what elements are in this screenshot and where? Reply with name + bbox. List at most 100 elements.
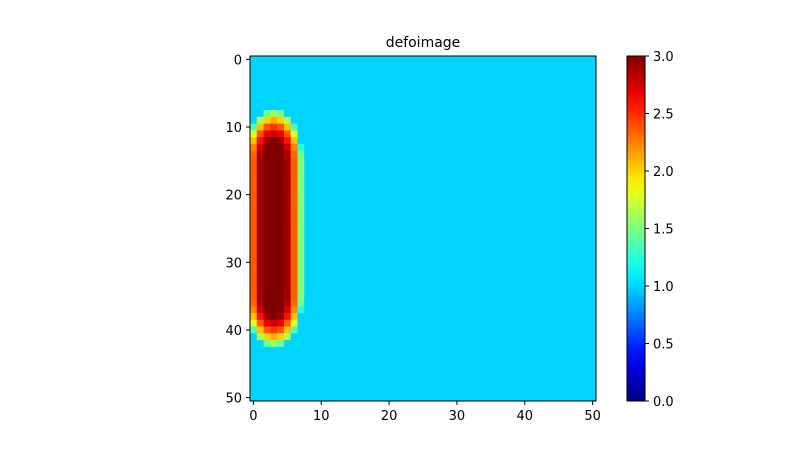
heatmap-cell bbox=[589, 231, 597, 240]
heatmap-cell bbox=[358, 204, 366, 212]
heatmap-cell bbox=[494, 83, 502, 91]
heatmap-cell bbox=[507, 69, 515, 77]
heatmap-cell bbox=[534, 157, 543, 165]
heatmap-cell bbox=[331, 306, 339, 314]
heatmap-cell bbox=[351, 164, 359, 172]
heatmap-cell bbox=[372, 225, 380, 233]
heatmap-cell bbox=[575, 286, 583, 294]
heatmap-cell bbox=[555, 123, 563, 131]
heatmap-cell bbox=[460, 56, 468, 64]
heatmap-cell bbox=[358, 157, 366, 165]
heatmap-cell bbox=[439, 380, 448, 388]
heatmap-cell bbox=[426, 272, 434, 280]
heatmap-cell bbox=[460, 238, 468, 246]
heatmap-cell bbox=[304, 394, 312, 402]
heatmap-cell bbox=[446, 238, 454, 246]
heatmap-cell bbox=[372, 164, 380, 172]
heatmap-cell bbox=[501, 164, 509, 172]
heatmap-cell bbox=[446, 157, 454, 165]
heatmap-cell bbox=[480, 211, 488, 219]
heatmap-cell bbox=[392, 171, 400, 179]
heatmap-cell bbox=[582, 313, 590, 321]
heatmap-cell bbox=[562, 252, 570, 260]
heatmap-cell bbox=[426, 394, 434, 402]
heatmap-cell bbox=[317, 353, 326, 361]
heatmap-cell bbox=[473, 56, 482, 64]
heatmap-cell bbox=[555, 252, 563, 260]
heatmap-cell bbox=[419, 258, 427, 267]
heatmap-cell bbox=[324, 69, 332, 77]
heatmap-cell bbox=[297, 333, 305, 341]
heatmap-cell bbox=[582, 123, 590, 131]
heatmap-cell bbox=[528, 76, 536, 84]
heatmap-cell bbox=[568, 157, 577, 165]
heatmap-cell bbox=[582, 225, 590, 233]
heatmap-cell bbox=[378, 83, 387, 91]
heatmap-cell bbox=[494, 110, 502, 118]
heatmap-cell bbox=[568, 367, 577, 375]
heatmap-cell bbox=[263, 252, 271, 260]
heatmap-cell bbox=[392, 394, 400, 402]
heatmap-cell bbox=[256, 103, 264, 111]
heatmap-cell bbox=[283, 279, 292, 287]
heatmap-cell bbox=[311, 258, 319, 267]
heatmap-cell bbox=[514, 346, 522, 355]
heatmap-cell bbox=[256, 191, 264, 199]
heatmap-cell bbox=[446, 286, 454, 294]
heatmap-cell bbox=[446, 225, 454, 233]
heatmap-cell bbox=[555, 164, 563, 172]
heatmap-cell bbox=[460, 76, 468, 84]
heatmap-cell bbox=[331, 164, 339, 172]
heatmap-cell bbox=[304, 116, 312, 125]
heatmap-cell bbox=[439, 225, 448, 233]
heatmap-cell bbox=[263, 184, 271, 192]
heatmap-cell bbox=[324, 252, 332, 260]
heatmap-cell bbox=[365, 130, 373, 138]
heatmap-cell bbox=[324, 177, 332, 185]
heatmap-cell bbox=[494, 69, 502, 77]
heatmap-cell bbox=[507, 204, 515, 212]
heatmap-cell bbox=[433, 116, 441, 125]
heatmap-cell bbox=[568, 184, 577, 192]
heatmap-cell bbox=[304, 137, 312, 145]
heatmap-cell bbox=[311, 116, 319, 125]
heatmap-cell bbox=[589, 319, 597, 327]
heatmap-cell bbox=[317, 157, 326, 165]
heatmap-cell bbox=[589, 272, 597, 280]
heatmap-cell bbox=[575, 218, 583, 226]
heatmap-cell bbox=[372, 292, 380, 300]
heatmap-cell bbox=[589, 279, 597, 287]
heatmap-cell bbox=[250, 258, 258, 267]
heatmap-cell bbox=[453, 279, 461, 287]
heatmap-cell bbox=[324, 353, 332, 361]
heatmap-cell bbox=[575, 333, 583, 341]
heatmap-cell bbox=[426, 62, 434, 70]
heatmap-cell bbox=[365, 394, 373, 402]
heatmap-cell bbox=[304, 380, 312, 388]
heatmap-cell bbox=[521, 103, 529, 111]
heatmap-cell bbox=[263, 116, 271, 125]
heatmap-cell bbox=[548, 231, 556, 240]
heatmap-cell bbox=[501, 340, 509, 348]
heatmap-cell bbox=[338, 333, 346, 341]
heatmap-cell bbox=[528, 184, 536, 192]
heatmap-cell bbox=[378, 340, 387, 348]
heatmap-cell bbox=[311, 157, 319, 165]
heatmap-cell bbox=[263, 96, 271, 104]
heatmap-cell bbox=[575, 367, 583, 375]
heatmap-cell bbox=[324, 116, 332, 125]
heatmap-cell bbox=[270, 292, 278, 300]
heatmap-cell bbox=[453, 373, 461, 382]
heatmap-cell bbox=[358, 171, 366, 179]
heatmap-cell bbox=[372, 157, 380, 165]
heatmap-cell bbox=[589, 198, 597, 206]
heatmap-cell bbox=[378, 326, 387, 334]
heatmap-cell bbox=[487, 279, 495, 287]
heatmap-cell bbox=[562, 238, 570, 246]
heatmap-cell bbox=[521, 340, 529, 348]
heatmap-cell bbox=[331, 286, 339, 294]
heatmap-cell bbox=[460, 279, 468, 287]
heatmap-cell bbox=[494, 204, 502, 212]
heatmap-cell bbox=[324, 150, 332, 158]
heatmap-cell bbox=[575, 110, 583, 118]
